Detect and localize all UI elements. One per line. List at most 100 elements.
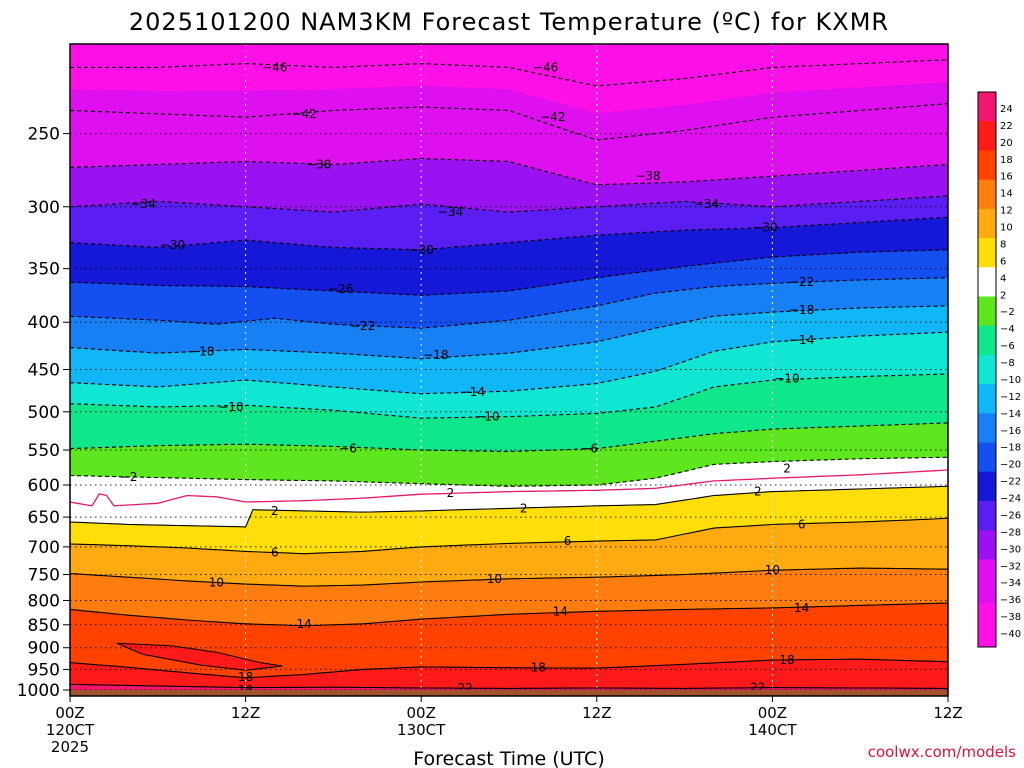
- contour-label: 2: [754, 485, 762, 499]
- colorbar-label: −34: [1000, 578, 1021, 589]
- colorbar-swatch: [978, 267, 996, 297]
- x-tick-label: 00Z: [55, 704, 84, 722]
- contour-label: 2: [447, 486, 455, 500]
- time-gridlines: [70, 44, 948, 696]
- colorbar-label: 24: [1000, 104, 1013, 115]
- contour-label: −34: [131, 197, 156, 211]
- colorbar-label: 22: [1000, 121, 1013, 132]
- isotherm-line: [70, 331, 948, 395]
- colorbar-label: −28: [1000, 527, 1021, 538]
- colorbar-label: 4: [1000, 273, 1006, 284]
- colorbar-swatch: [978, 179, 996, 210]
- colorbar-label: −6: [1000, 341, 1015, 352]
- warm-anomaly-patch: [116, 642, 283, 671]
- colorbar-label: 14: [1000, 189, 1013, 200]
- contour-label: −18: [189, 344, 214, 358]
- isotherm-line: [70, 373, 948, 419]
- plot-area: −46 −46−42 −42−38−38−34−34−34−30 −30−30−26−…: [70, 44, 948, 696]
- contour-label: −2: [120, 470, 138, 484]
- y-tick-label: 450: [28, 361, 60, 381]
- colorbar-label: 16: [1000, 172, 1013, 183]
- temperature-band: [70, 44, 948, 114]
- x-tick-label: 12Z: [231, 704, 260, 722]
- isotherm-line: [70, 602, 948, 627]
- colorbar-label: −10: [1000, 375, 1021, 386]
- colorbar-swatch: [978, 150, 996, 181]
- contour-label: −46: [533, 60, 558, 74]
- y-tick-label: 300: [28, 198, 60, 218]
- ground-surface: [70, 690, 948, 696]
- colorbar-label: −8: [1000, 358, 1015, 369]
- x-tick-label: 120CT: [46, 721, 95, 739]
- contour-label: 18: [531, 661, 546, 675]
- isotherm-line: [70, 683, 948, 689]
- isotherm-line: [70, 658, 948, 679]
- temperature-bands: [70, 44, 948, 696]
- y-tick-label: 650: [28, 508, 60, 528]
- isotherm-line: [70, 567, 948, 587]
- contour-label: 14: [794, 601, 809, 615]
- contour-label: −18: [423, 348, 448, 362]
- colorbar-frame: [977, 91, 997, 648]
- colorbar-swatch: [978, 413, 996, 444]
- y-tick-label: 800: [28, 591, 60, 611]
- y-tick-label: 400: [28, 313, 60, 333]
- x-tick-label: 2025: [51, 738, 89, 756]
- contour-label: −30: [752, 221, 777, 235]
- colorbar-label: 10: [1000, 223, 1013, 234]
- isotherm-line: [70, 485, 948, 528]
- colorbar-swatch: [978, 208, 996, 239]
- isotherm-line: [70, 305, 948, 360]
- y-tick-label: 750: [28, 566, 60, 586]
- contour-label: −46: [262, 60, 287, 74]
- y-axis-ticks: 250 300 350 400 450 500 550 600 650 700 750 800 850 9…: [17, 125, 70, 701]
- contour-label: 10: [487, 572, 502, 586]
- contour-label: −34: [438, 205, 463, 219]
- contour-label: −14: [789, 333, 814, 347]
- colorbar-label: 6: [1000, 256, 1006, 267]
- y-tick-label: 700: [28, 538, 60, 558]
- isotherm-line: [70, 103, 948, 141]
- y-tick-label: 350: [28, 260, 60, 280]
- contour-label: 2: [783, 462, 791, 476]
- isotherm-line: [70, 59, 948, 87]
- isotherm-line: [70, 277, 948, 329]
- x-tick-label: 00Z: [407, 704, 436, 722]
- y-tick-label: 900: [28, 639, 60, 659]
- colorbar-swatch: [978, 471, 996, 502]
- colorbar-label: −36: [1000, 595, 1021, 606]
- colorbar-label: −32: [1000, 561, 1021, 572]
- x-axis-label: Forecast Time (UTC): [413, 748, 604, 768]
- contour-label: 14: [553, 604, 568, 618]
- contour-label: −6: [581, 442, 599, 456]
- contour-label: 2: [271, 504, 279, 518]
- colorbar-label: 2: [1000, 290, 1006, 301]
- contour-label: −22: [350, 319, 375, 333]
- contour-label: 6: [564, 534, 572, 548]
- contour-label: 10: [765, 563, 780, 577]
- x-tick-label: 140CT: [748, 721, 797, 739]
- colorbar-swatch: [978, 354, 996, 385]
- contour-label: 10: [209, 575, 224, 589]
- x-tick-label: 130CT: [397, 721, 446, 739]
- colorbar-swatch: [978, 296, 996, 327]
- contour-label: 6: [271, 546, 279, 560]
- warm-anomalies: [116, 642, 283, 671]
- y-tick-label: 1000: [17, 681, 60, 701]
- contour-label: −22: [789, 275, 814, 289]
- colorbar-label: 20: [1000, 138, 1013, 149]
- contour-label: −42: [540, 110, 565, 124]
- contour-label: 6: [798, 517, 806, 531]
- colorbar-label: −12: [1000, 392, 1021, 403]
- colorbar-swatch: [978, 238, 996, 268]
- colorbar-swatches: [978, 92, 996, 647]
- colorbar: 24 22 20 18 16 14 12 10 8 6 4 2 −2 −4 −6 −8 −10 −12 −14 −16…: [977, 91, 1021, 648]
- colorbar-label: −18: [1000, 443, 1021, 454]
- contour-label: −6: [339, 442, 357, 456]
- colorbar-swatch: [978, 559, 996, 604]
- isotherm-line: [70, 157, 948, 186]
- contour-label: −38: [306, 157, 331, 171]
- contour-label: 14: [296, 617, 311, 631]
- contour-label: −30: [409, 243, 434, 257]
